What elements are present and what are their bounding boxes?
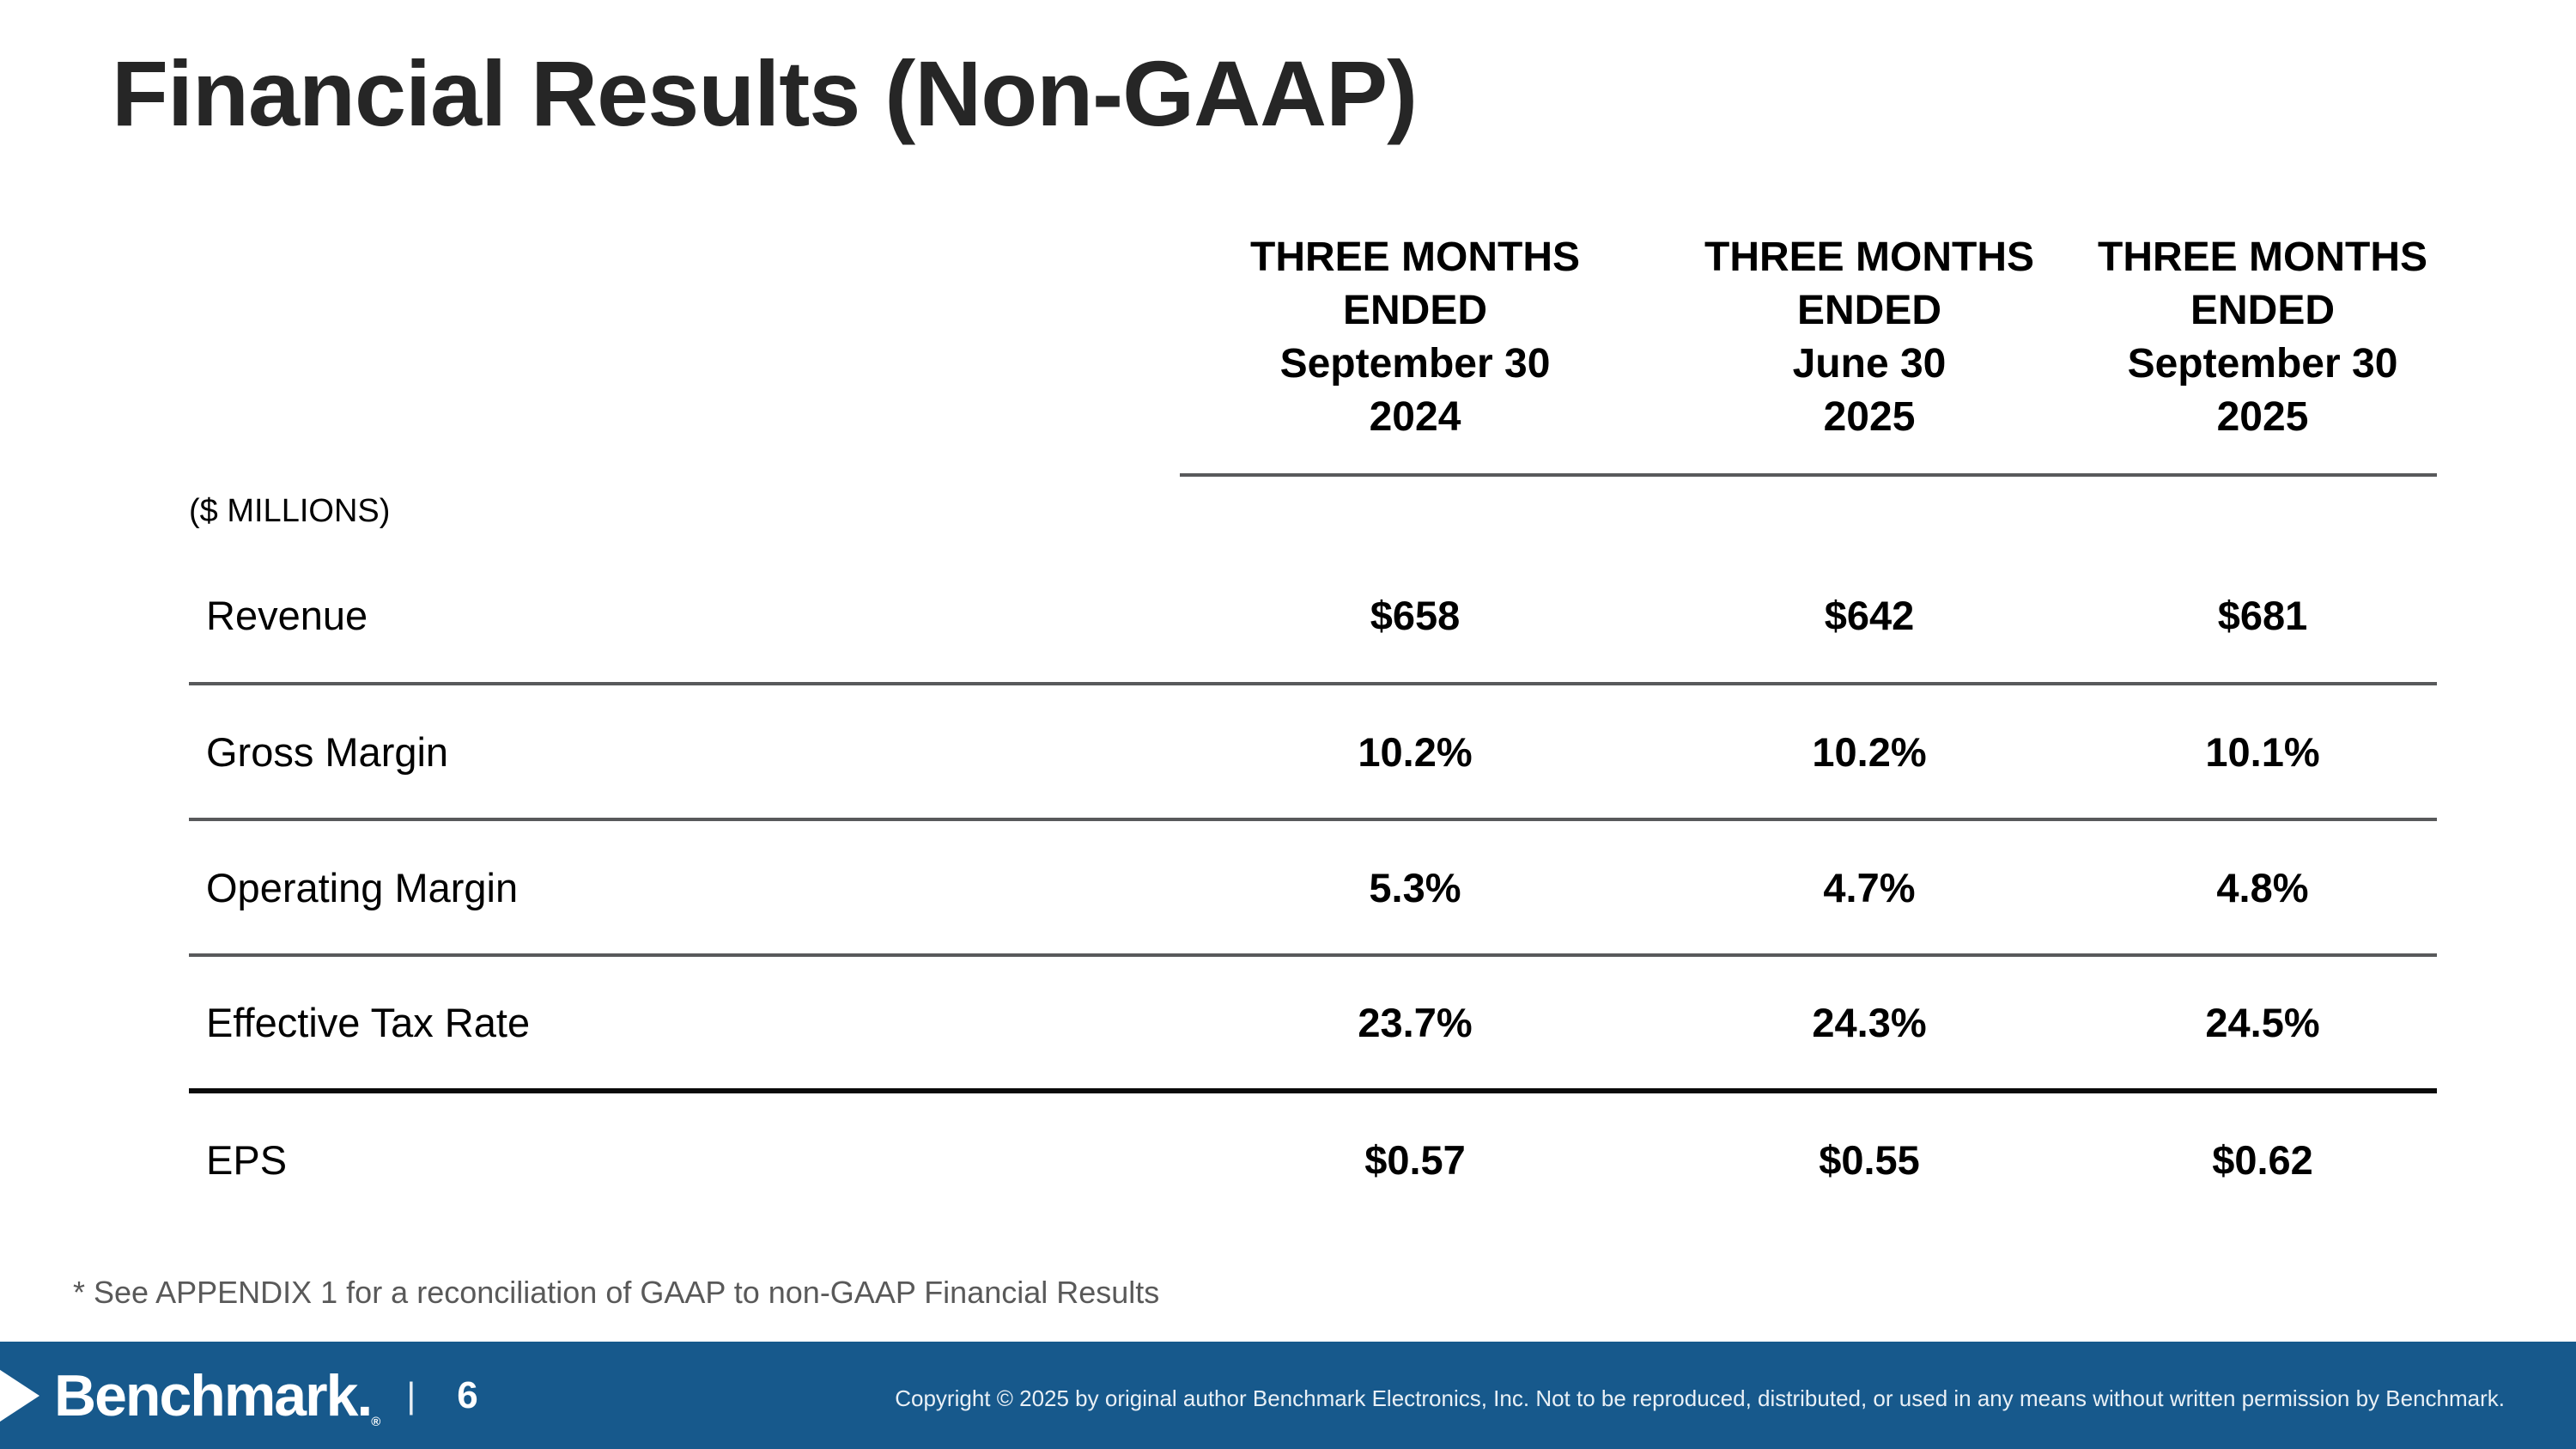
column-header-line: September 30 — [2127, 341, 2398, 387]
footnote: * See APPENDIX 1 for a reconciliation of… — [73, 1275, 1160, 1310]
table-row-revenue: Revenue $658 $642 $681 — [189, 548, 2437, 685]
cell-value: 10.2% — [1650, 684, 2088, 821]
cell-value: $658 — [1180, 548, 1650, 685]
header-spacer — [189, 217, 1180, 475]
cell-value: 10.1% — [2088, 684, 2437, 821]
table-row-operating-margin: Operating Margin 5.3% 4.7% 4.8% — [189, 819, 2437, 957]
row-label: Operating Margin — [189, 819, 1180, 957]
cell-value: 24.5% — [2088, 955, 2437, 1093]
copyright-text: Copyright © 2025 by original author Benc… — [895, 1385, 2505, 1411]
cell-value: 4.8% — [2088, 819, 2437, 957]
header-row: THREE MONTHS ENDED September 30 2024 THR… — [189, 217, 2437, 477]
row-label: Revenue — [189, 548, 1180, 685]
footer-separator: | — [406, 1374, 416, 1416]
units-label: ($ MILLIONS) — [189, 493, 391, 529]
column-header-q3-2025: THREE MONTHS ENDED September 30 2025 — [2088, 217, 2437, 477]
column-header-line: THREE MONTHS — [2098, 234, 2427, 280]
page-number: 6 — [457, 1373, 478, 1416]
row-label: Gross Margin — [189, 684, 1180, 821]
benchmark-logo-text: Benchmark. — [54, 1362, 373, 1428]
row-label: Effective Tax Rate — [189, 955, 1180, 1093]
column-header-line: THREE MONTHS — [1250, 234, 1580, 280]
column-header-line: September 30 — [1279, 341, 1551, 387]
cell-value: 4.7% — [1650, 819, 2088, 957]
column-header-line: ENDED — [2190, 288, 2336, 333]
row-label: EPS — [206, 1137, 288, 1183]
column-header-line: June 30 — [1792, 341, 1947, 387]
column-header-line: 2025 — [1823, 394, 1916, 440]
column-header-line: 2024 — [1369, 394, 1461, 440]
slide-title: Financial Results (Non-GAAP) — [112, 41, 1418, 145]
cell-value: $0.57 — [1364, 1137, 1466, 1183]
cell-value: 5.3% — [1180, 819, 1650, 957]
table-row-gross-margin: Gross Margin 10.2% 10.2% 10.1% — [189, 684, 2437, 821]
registered-trademark-icon: ® — [371, 1414, 381, 1429]
units-row: ($ MILLIONS) — [189, 475, 2437, 548]
benchmark-arrow-icon — [0, 1366, 39, 1425]
financial-results-table: THREE MONTHS ENDED September 30 2024 THR… — [189, 217, 2437, 1227]
cell-value: 23.7% — [1180, 955, 1650, 1093]
cell-value: $0.55 — [1819, 1137, 1920, 1183]
cell-value: $642 — [1650, 548, 2088, 685]
column-header-line: THREE MONTHS — [1704, 234, 2034, 280]
footer-bar: Benchmark.® | 6 Copyright © 2025 by orig… — [0, 1342, 2576, 1449]
cell-value: $681 — [2088, 548, 2437, 685]
table-row-effective-tax-rate: Effective Tax Rate 23.7% 24.3% 24.5% — [189, 955, 2437, 1093]
benchmark-logo: Benchmark.® — [54, 1362, 380, 1429]
column-header-line: 2025 — [2216, 394, 2309, 440]
cell-value: 10.2% — [1180, 684, 1650, 821]
cell-value: $0.62 — [2212, 1137, 2313, 1183]
cell-value: 24.3% — [1650, 955, 2088, 1093]
table-row-eps: EPS $0.57 $0.55 $0.62 — [189, 1091, 2437, 1227]
column-header-line: ENDED — [1796, 288, 1942, 333]
column-header-q2-2025: THREE MONTHS ENDED June 30 2025 — [1650, 217, 2088, 477]
column-header-q3-2024: THREE MONTHS ENDED September 30 2024 — [1180, 217, 1650, 477]
column-header-line: ENDED — [1342, 288, 1488, 333]
